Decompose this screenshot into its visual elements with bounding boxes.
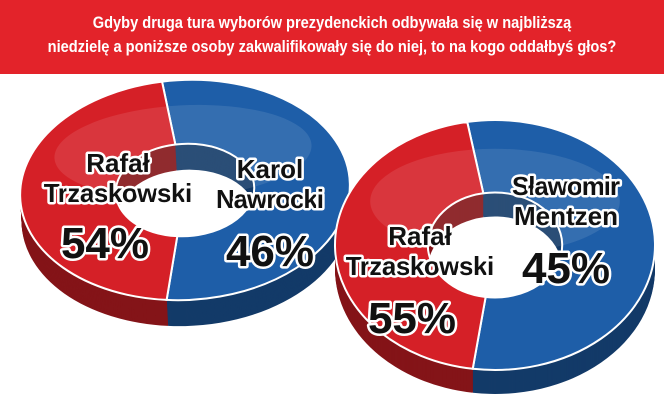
percent-label: 46% <box>226 227 314 276</box>
percent-label: 55% <box>368 294 456 343</box>
candidate-name: Karol <box>237 154 303 184</box>
donut-segment-blue <box>466 119 656 371</box>
question-header: Gdyby druga tura wyborów prezydenckich o… <box>0 0 664 74</box>
donut-segment-red <box>334 120 487 370</box>
candidate-name: Nawrocki <box>216 184 324 214</box>
candidate-name: Rafał <box>86 148 150 178</box>
donut-highlight <box>54 104 312 199</box>
candidate-name: Rafał <box>388 221 452 251</box>
percent-label: 45% <box>522 244 610 293</box>
question-line-1: Gdyby druga tura wyborów prezydenckich o… <box>92 13 572 32</box>
donut-segment-blue <box>160 78 351 302</box>
donut-chart-1 <box>19 78 352 327</box>
candidate-name: Trzaskowski <box>44 178 193 208</box>
percent-label: 54% <box>61 219 149 268</box>
donut-chart-2 <box>334 119 656 394</box>
donut-segment-red <box>19 80 179 301</box>
candidate-name: Trzaskowski <box>346 251 495 281</box>
question-line-2: niedzielę a poniższe osoby zakwalifikowa… <box>47 37 617 56</box>
candidate-name: Sławomir <box>512 171 620 201</box>
donut-highlight <box>370 148 620 254</box>
candidate-name: Mentzen <box>514 201 618 231</box>
